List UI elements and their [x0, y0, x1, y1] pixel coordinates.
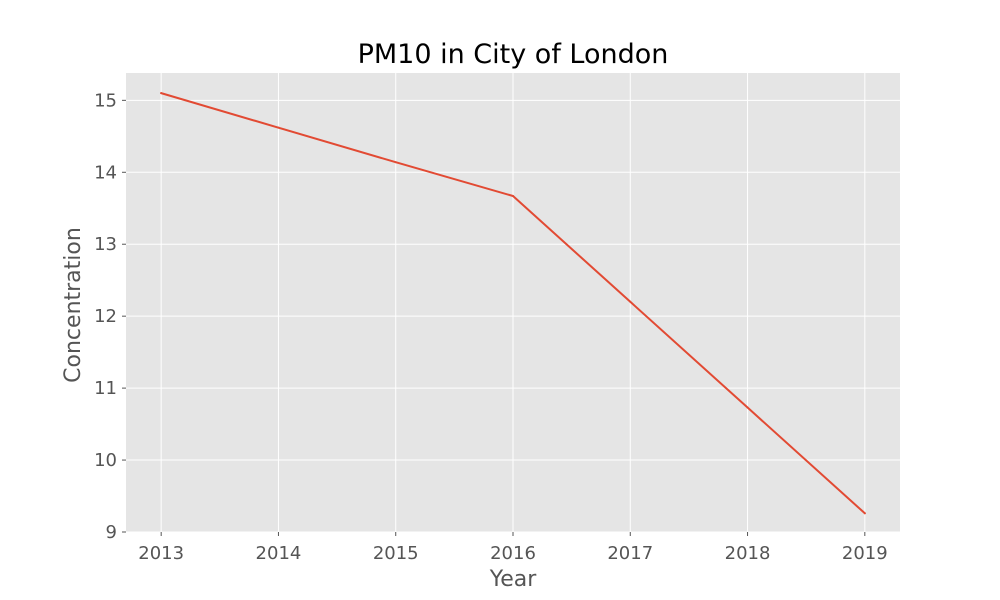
chart-title: PM10 in City of London [358, 39, 669, 70]
x-tick-label: 2015 [373, 543, 419, 564]
x-axis-label: Year [489, 567, 538, 592]
x-tick-label: 2016 [490, 543, 536, 564]
x-tick-label: 2018 [725, 543, 771, 564]
x-tick-label: 2013 [138, 543, 184, 564]
x-axis-ticks: 2013 2014 2015 2016 2017 2018 2019 [138, 532, 888, 564]
x-tick-label: 2014 [256, 543, 302, 564]
y-tick-label: 14 [94, 162, 117, 183]
series-layer [160, 92, 866, 515]
data-point [863, 512, 866, 515]
data-point [394, 161, 397, 164]
y-tick-label: 11 [94, 378, 117, 399]
x-tick-label: 2017 [607, 543, 653, 564]
data-point [512, 195, 514, 198]
y-tick-label: 9 [106, 522, 117, 543]
x-tick-label: 2019 [842, 543, 888, 564]
y-tick-label: 12 [94, 306, 117, 327]
data-point [629, 300, 632, 303]
data-point [160, 92, 163, 95]
y-tick-label: 10 [94, 450, 117, 471]
grid-lines [126, 73, 900, 533]
y-tick-label: 13 [94, 234, 117, 255]
data-point [277, 126, 280, 129]
y-axis-ticks: 9 10 11 12 13 14 15 [94, 90, 126, 543]
data-point [746, 406, 749, 409]
y-tick-label: 15 [94, 90, 117, 111]
y-axis-label: Concentration [61, 227, 86, 383]
